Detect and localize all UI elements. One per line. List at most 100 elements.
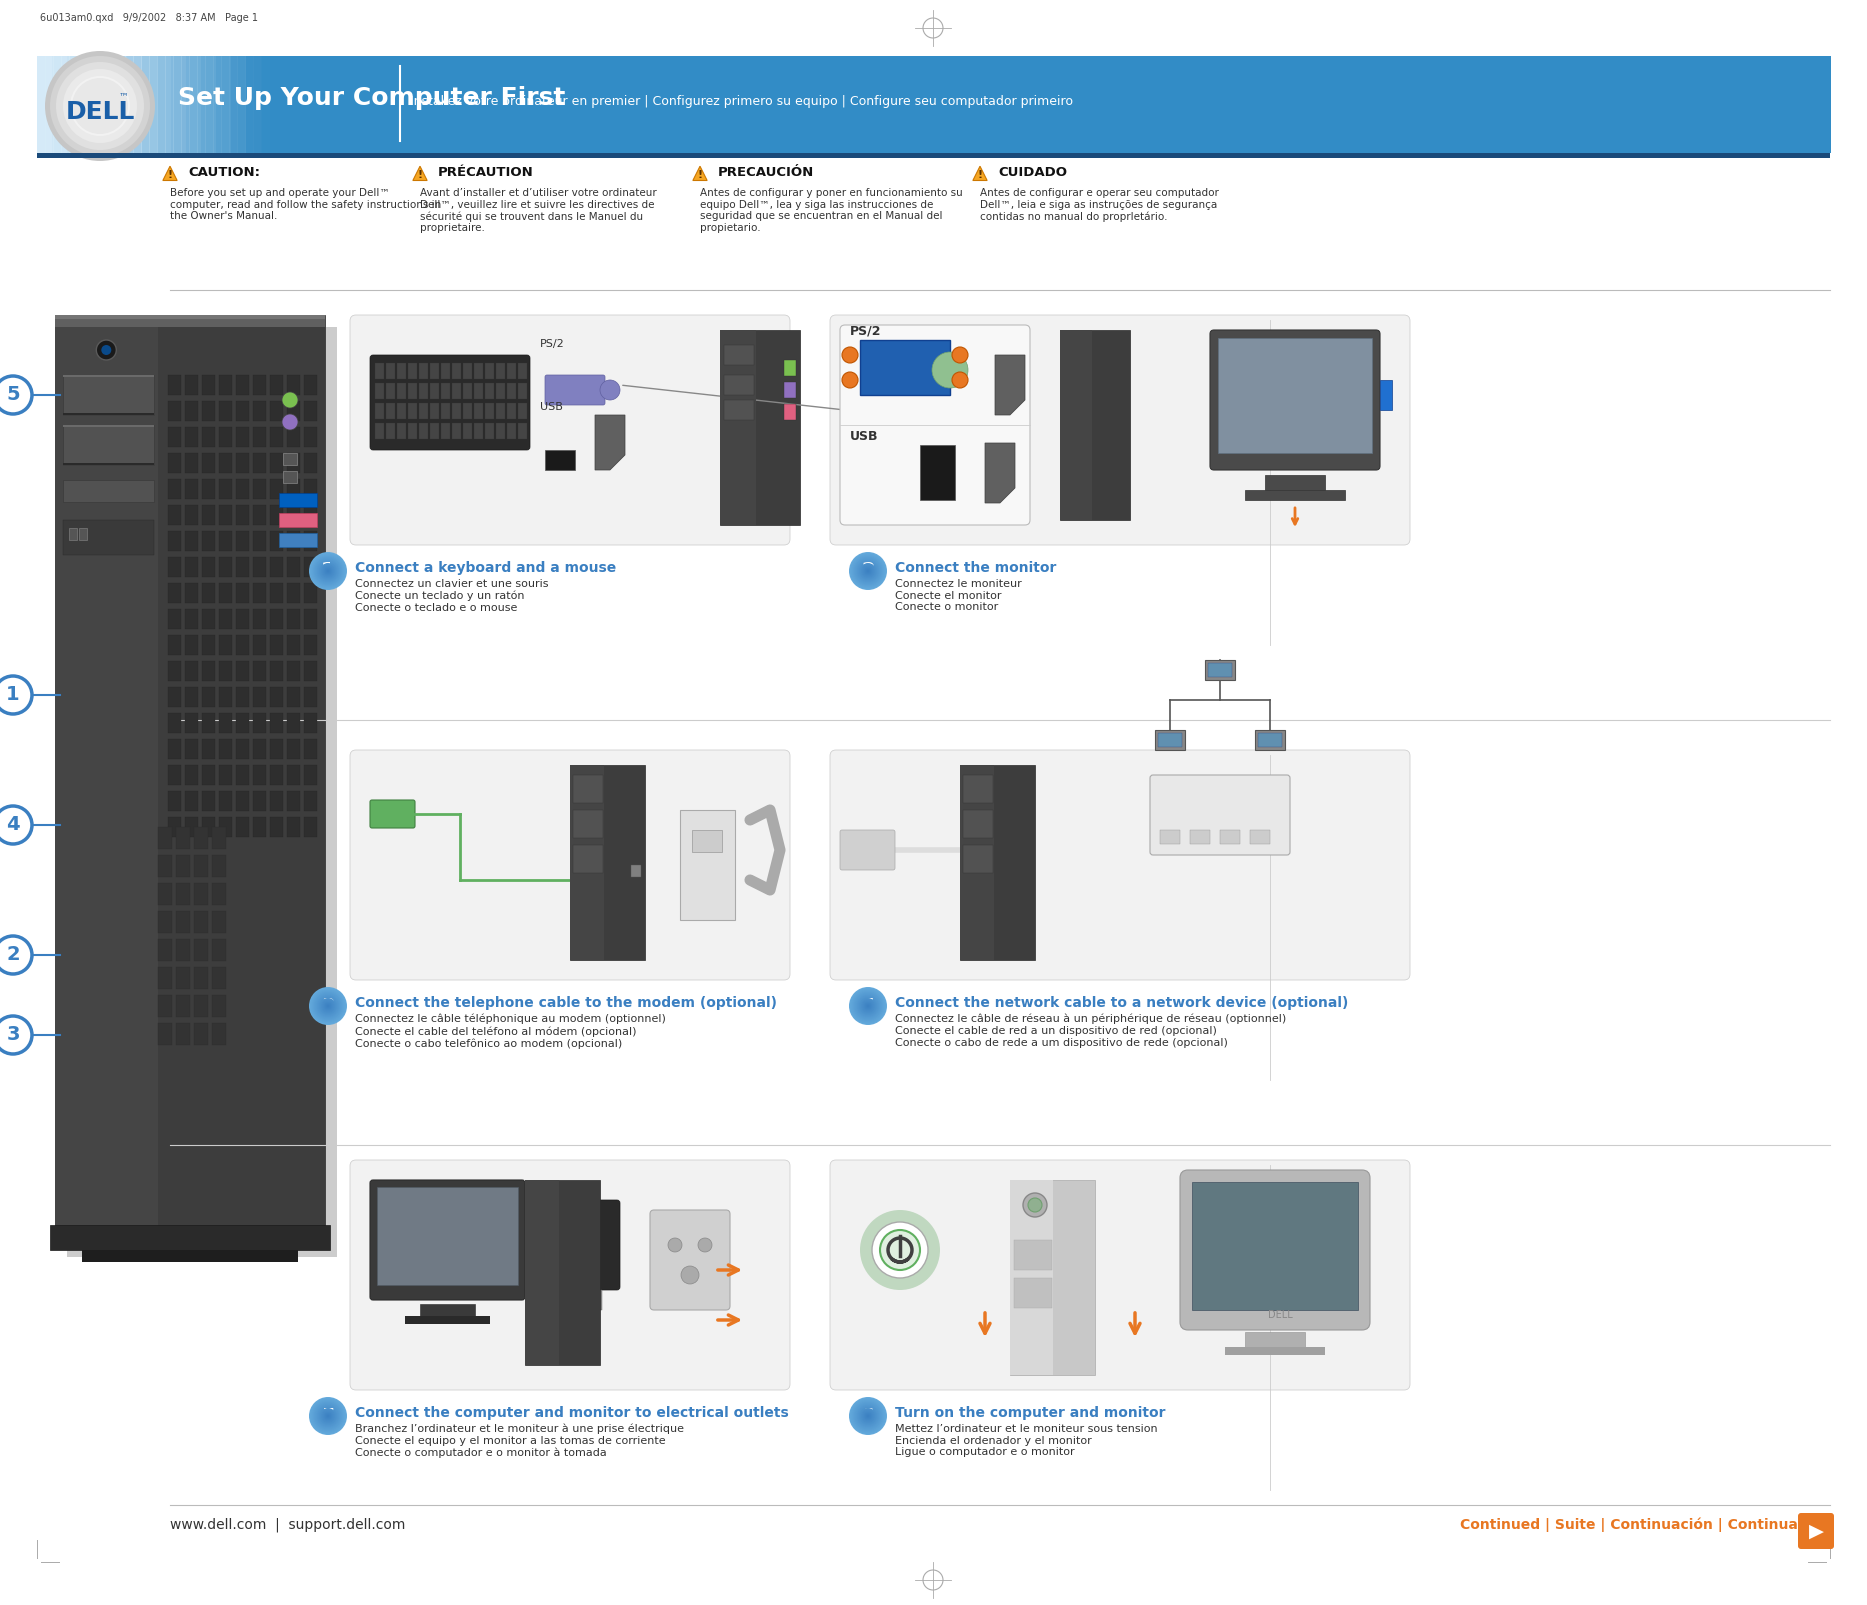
Bar (230, 56, 237, 152)
Bar (271, 766, 284, 785)
Circle shape (316, 559, 342, 584)
Bar (142, 56, 149, 152)
Circle shape (317, 1404, 340, 1427)
Bar (1531, 56, 1548, 152)
Circle shape (325, 1003, 330, 1010)
Bar (398, 363, 405, 379)
FancyBboxPatch shape (370, 799, 414, 828)
Bar (271, 738, 284, 759)
Bar (1023, 56, 1040, 152)
Bar (254, 791, 267, 811)
Bar (784, 382, 795, 398)
Bar (721, 331, 799, 525)
Bar (202, 453, 215, 473)
Circle shape (857, 995, 879, 1018)
Bar (1053, 56, 1070, 152)
Bar (709, 56, 724, 152)
Bar (1189, 830, 1210, 844)
Bar (1606, 56, 1622, 152)
Bar (420, 1303, 474, 1316)
Bar (1292, 56, 1309, 152)
Bar (441, 363, 450, 379)
Circle shape (1029, 1197, 1042, 1212)
Circle shape (321, 998, 334, 1013)
Bar (288, 557, 301, 578)
Bar (485, 424, 495, 440)
Bar (202, 791, 215, 811)
Circle shape (317, 560, 340, 583)
Bar (978, 56, 995, 152)
Bar (429, 384, 439, 400)
Bar (271, 478, 284, 499)
Bar (237, 608, 250, 629)
Circle shape (859, 1408, 877, 1425)
Bar (398, 424, 405, 440)
Circle shape (323, 567, 332, 576)
Circle shape (849, 554, 887, 589)
Text: Connectez le moniteur
Conecte el monitor
Conecte o monitor: Connectez le moniteur Conecte el monitor… (894, 579, 1021, 612)
Bar (304, 376, 317, 395)
Bar (254, 766, 267, 785)
Bar (463, 384, 472, 400)
Bar (474, 363, 484, 379)
Circle shape (325, 1412, 332, 1420)
Bar (1650, 56, 1667, 152)
Bar (650, 56, 665, 152)
Bar (168, 531, 181, 551)
Bar (175, 995, 190, 1016)
Text: DELL: DELL (65, 100, 134, 124)
Circle shape (50, 56, 149, 156)
Bar (1680, 56, 1697, 152)
Bar (1725, 56, 1742, 152)
Circle shape (97, 340, 116, 360)
Bar (304, 738, 317, 759)
Bar (724, 376, 754, 395)
Bar (1158, 56, 1174, 152)
Bar (1083, 56, 1100, 152)
Circle shape (321, 563, 334, 578)
Polygon shape (162, 167, 177, 180)
Circle shape (56, 63, 144, 149)
Bar (168, 817, 181, 836)
Circle shape (866, 1414, 870, 1417)
Bar (799, 56, 816, 152)
Bar (1010, 1180, 1096, 1375)
Bar (69, 528, 77, 539)
Bar (517, 403, 526, 419)
Bar (237, 766, 250, 785)
Circle shape (310, 987, 347, 1026)
Circle shape (0, 676, 32, 714)
Bar (844, 56, 861, 152)
Bar (452, 363, 461, 379)
Circle shape (866, 1005, 868, 1006)
Text: ™: ™ (118, 91, 127, 101)
FancyArrowPatch shape (717, 1265, 737, 1274)
Circle shape (316, 993, 340, 1018)
Bar (441, 403, 450, 419)
Bar (693, 830, 723, 852)
Circle shape (864, 1002, 872, 1010)
Circle shape (855, 993, 881, 1019)
FancyBboxPatch shape (545, 376, 605, 404)
Bar (508, 363, 515, 379)
Bar (1247, 56, 1264, 152)
Bar (254, 687, 267, 706)
Bar (1740, 56, 1757, 152)
Circle shape (73, 79, 129, 133)
Bar (1158, 733, 1182, 746)
Bar (429, 424, 439, 440)
Bar (904, 56, 920, 152)
Bar (63, 480, 153, 502)
Bar (1337, 56, 1354, 152)
Bar (304, 557, 317, 578)
Bar (304, 713, 317, 733)
Bar (37, 56, 52, 152)
Bar (474, 403, 484, 419)
Bar (963, 811, 993, 838)
Bar (620, 56, 635, 152)
Text: USB: USB (849, 430, 879, 443)
Bar (37, 56, 47, 152)
Bar (202, 557, 215, 578)
Bar (211, 995, 226, 1016)
Circle shape (859, 562, 877, 581)
